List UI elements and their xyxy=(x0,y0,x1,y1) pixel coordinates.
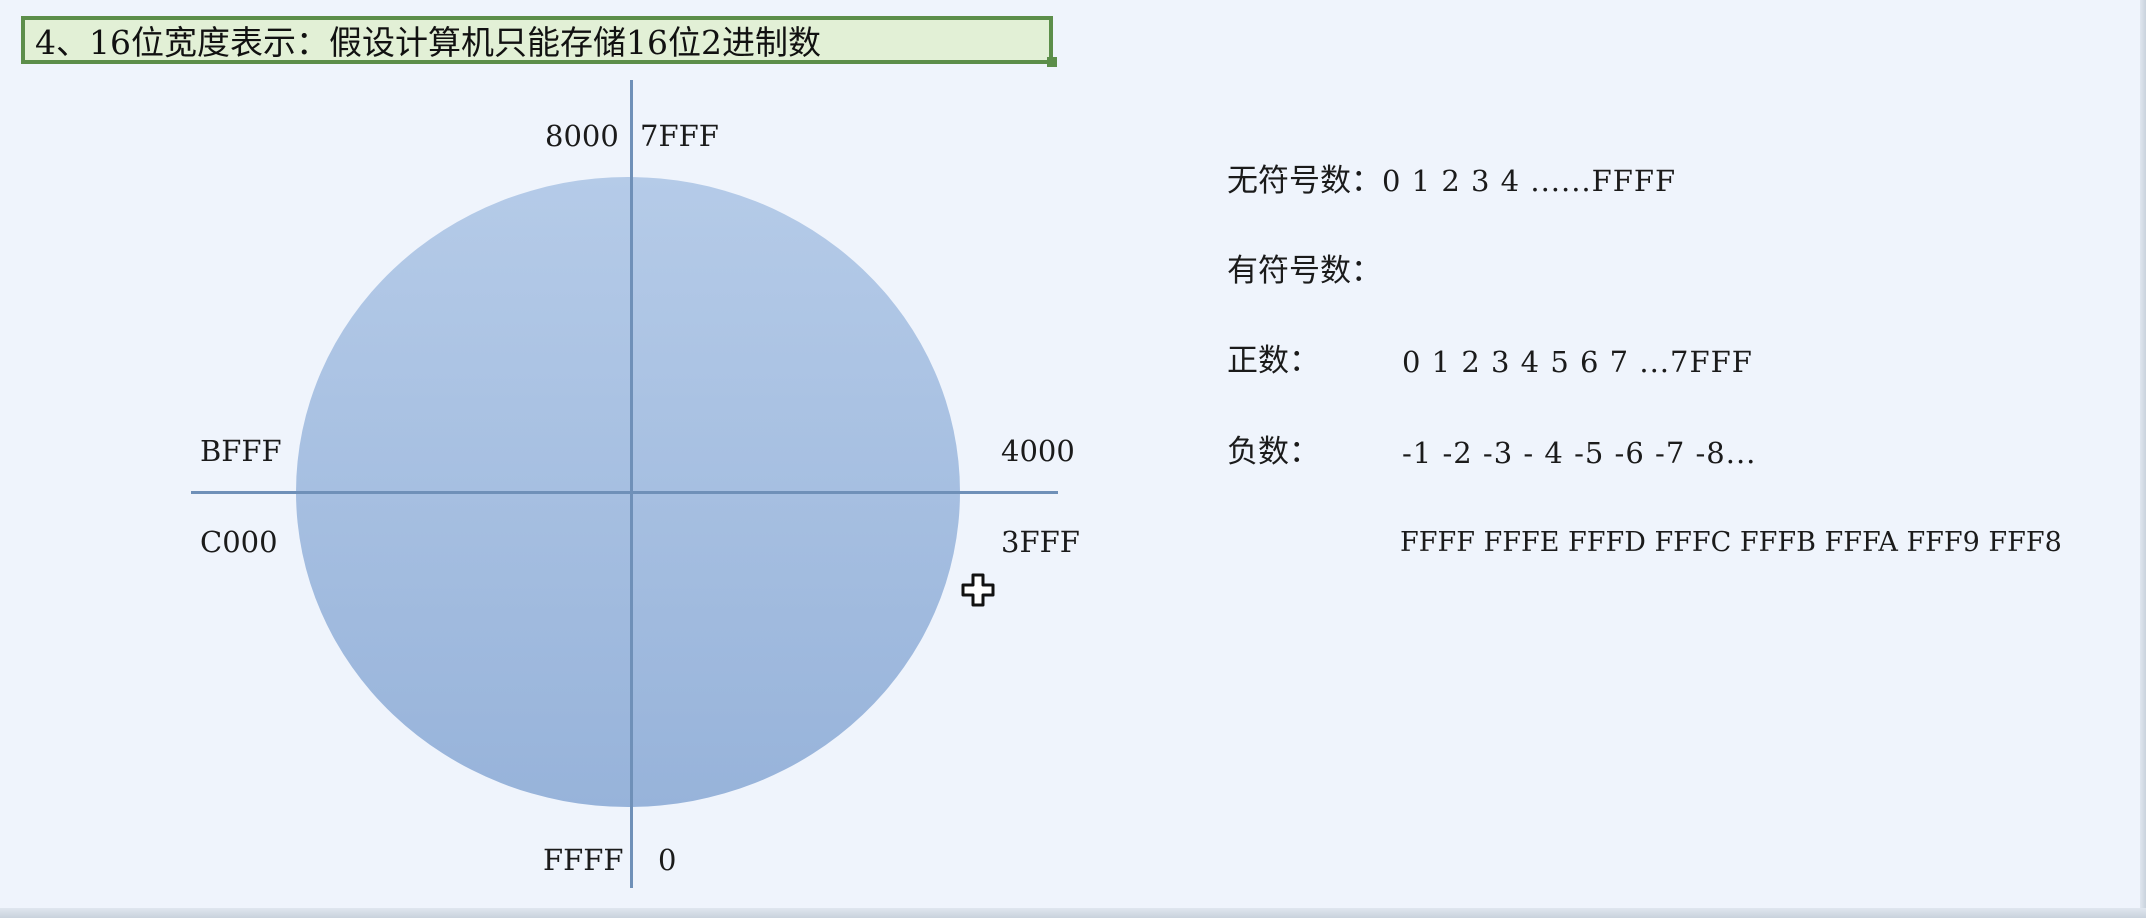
move-cursor-icon xyxy=(958,570,998,610)
label-4000: 4000 xyxy=(1001,434,1075,468)
slide-title: 4、16位宽度表示：假设计算机只能存储16位2进制数 xyxy=(35,23,821,62)
unsigned-sequence: 0 1 2 3 4 ......FFFF xyxy=(1382,164,1677,198)
label-c000: C000 xyxy=(200,525,278,559)
signed-line: 有符号数： xyxy=(1227,256,1382,287)
slide-title-box[interactable]: 4、16位宽度表示：假设计算机只能存储16位2进制数 xyxy=(21,16,1053,64)
unsigned-label: 无符号数： xyxy=(1227,163,1382,199)
horizontal-axis xyxy=(191,491,1058,494)
label-ffff-bottom: FFFF xyxy=(543,843,624,877)
positive-line: 正数： xyxy=(1227,346,1320,377)
label-bfff: BFFF xyxy=(200,434,282,468)
label-3fff: 3FFF xyxy=(1001,525,1080,559)
negative-label: 负数： xyxy=(1227,434,1320,470)
window-edge-right xyxy=(2140,0,2146,918)
negative-sequence: -1 -2 -3 - 4 -5 -6 -7 -8... xyxy=(1402,436,1757,470)
window-edge-bottom xyxy=(0,908,2146,918)
label-8000: 8000 xyxy=(545,119,619,153)
positive-label: 正数： xyxy=(1227,343,1320,379)
vertical-axis xyxy=(630,80,633,888)
label-7fff: 7FFF xyxy=(640,119,719,153)
negative-hex-sequence: FFFF FFFE FFFD FFFC FFFB FFFA FFF9 FFF8 xyxy=(1400,527,2062,558)
resize-handle[interactable] xyxy=(1047,57,1057,67)
negative-line: 负数： xyxy=(1227,437,1320,468)
unsigned-line: 无符号数：0 1 2 3 4 ......FFFF xyxy=(1227,166,1676,197)
signed-label: 有符号数： xyxy=(1227,253,1382,289)
label-zero: 0 xyxy=(658,843,677,877)
positive-sequence: 0 1 2 3 4 5 6 7 ...7FFF xyxy=(1402,345,1753,379)
